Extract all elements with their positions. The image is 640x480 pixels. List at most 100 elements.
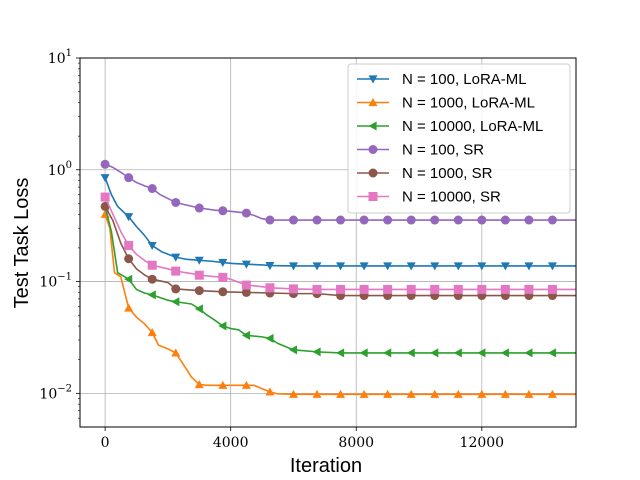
- data-point: [124, 274, 133, 284]
- data-point: [147, 274, 157, 284]
- data-point: [336, 348, 345, 358]
- data-point: [147, 241, 157, 251]
- legend-item: N = 10000, LoRA-ML: [357, 118, 543, 135]
- data-point: [288, 389, 298, 398]
- data-point: [218, 287, 228, 297]
- data-point: [453, 389, 463, 398]
- data-point: [477, 284, 487, 294]
- data-point: [265, 215, 275, 225]
- data-point: [453, 262, 463, 271]
- x-tick-label: 0: [101, 435, 110, 451]
- data-point: [336, 284, 346, 294]
- y-tick-label: 100: [48, 160, 72, 179]
- data-point: [100, 174, 110, 183]
- data-point: [477, 262, 487, 271]
- data-point: [288, 345, 298, 355]
- data-point: [383, 284, 393, 294]
- data-point: [368, 168, 378, 178]
- data-point: [218, 272, 228, 282]
- x-tick-label: 12000: [460, 435, 505, 451]
- legend-item: N = 10000, SR: [357, 189, 501, 206]
- data-point: [500, 262, 510, 271]
- data-point: [265, 333, 274, 343]
- data-point: [218, 321, 227, 331]
- tick-labels: 0 4000 8000 12000 10−2 10−1 100 101: [39, 48, 504, 451]
- data-point: [477, 389, 487, 398]
- data-point: [241, 287, 251, 297]
- data-point: [336, 262, 346, 271]
- series-line: [104, 196, 576, 291]
- data-point: [336, 215, 346, 225]
- data-point: [171, 253, 181, 262]
- data-point: [547, 348, 557, 358]
- data-point: [171, 197, 181, 207]
- data-point: [477, 215, 487, 225]
- data-point: [500, 215, 510, 225]
- y-axis-title: Test Task Loss: [11, 178, 33, 309]
- data-point: [368, 121, 377, 131]
- data-point: [359, 348, 368, 358]
- data-point: [100, 192, 110, 202]
- data-point: [547, 389, 557, 398]
- y-tick-label: 101: [48, 48, 72, 67]
- data-point: [524, 389, 534, 398]
- data-point: [124, 173, 134, 183]
- legend-item: N = 100, SR: [357, 142, 484, 159]
- legend-item: N = 100, LoRA-ML: [357, 71, 527, 88]
- data-point: [430, 389, 440, 398]
- series-1: [100, 174, 576, 271]
- data-point: [194, 256, 204, 265]
- legend-label: N = 10000, LoRA-ML: [402, 118, 543, 135]
- legend-label: N = 100, LoRA-ML: [402, 71, 527, 88]
- data-point: [171, 348, 181, 357]
- data-point: [194, 379, 204, 389]
- data-point: [383, 389, 393, 398]
- legend-label: N = 1000, SR: [402, 165, 493, 182]
- data-point: [218, 380, 228, 389]
- data-point: [171, 266, 181, 276]
- data-point: [312, 347, 321, 357]
- data-point: [359, 389, 369, 398]
- legend-label: N = 10000, SR: [402, 189, 501, 206]
- data-point: [430, 262, 440, 271]
- data-point: [430, 348, 439, 358]
- data-point: [194, 203, 204, 213]
- data-point: [547, 262, 557, 271]
- y-tick-label: 10−1: [39, 272, 72, 291]
- data-point: [500, 348, 509, 358]
- x-axis-title: Iteration: [290, 455, 362, 477]
- data-point: [241, 208, 251, 218]
- data-point: [524, 284, 534, 294]
- plot-frame: [79, 57, 577, 428]
- data-point: [288, 262, 298, 271]
- data-point: [194, 286, 204, 296]
- data-point: [453, 348, 462, 358]
- data-point: [359, 284, 369, 294]
- data-point: [171, 284, 181, 294]
- data-point: [406, 348, 415, 358]
- legend-item: N = 1000, SR: [357, 165, 493, 182]
- data-point: [406, 262, 416, 271]
- series-2: [100, 209, 576, 398]
- data-point: [171, 297, 180, 307]
- data-point: [430, 284, 440, 294]
- data-point: [241, 260, 251, 269]
- data-point: [265, 261, 275, 271]
- series-4: [100, 159, 576, 225]
- data-point: [359, 215, 369, 225]
- data-point: [524, 348, 533, 358]
- data-point: [406, 284, 416, 294]
- data-point: [500, 284, 510, 294]
- data-point: [312, 215, 322, 225]
- data-point: [124, 254, 134, 264]
- data-point: [147, 290, 156, 300]
- legend: N = 100, LoRA-ML N = 1000, LoRA-ML N = 100…: [347, 63, 571, 214]
- data-point: [477, 348, 486, 358]
- data-point: [368, 145, 378, 154]
- data-point: [383, 348, 392, 358]
- data-point: [100, 201, 110, 211]
- series-6: [100, 192, 576, 294]
- data-point: [312, 262, 322, 271]
- data-point: [368, 192, 378, 201]
- data-point: [430, 215, 440, 225]
